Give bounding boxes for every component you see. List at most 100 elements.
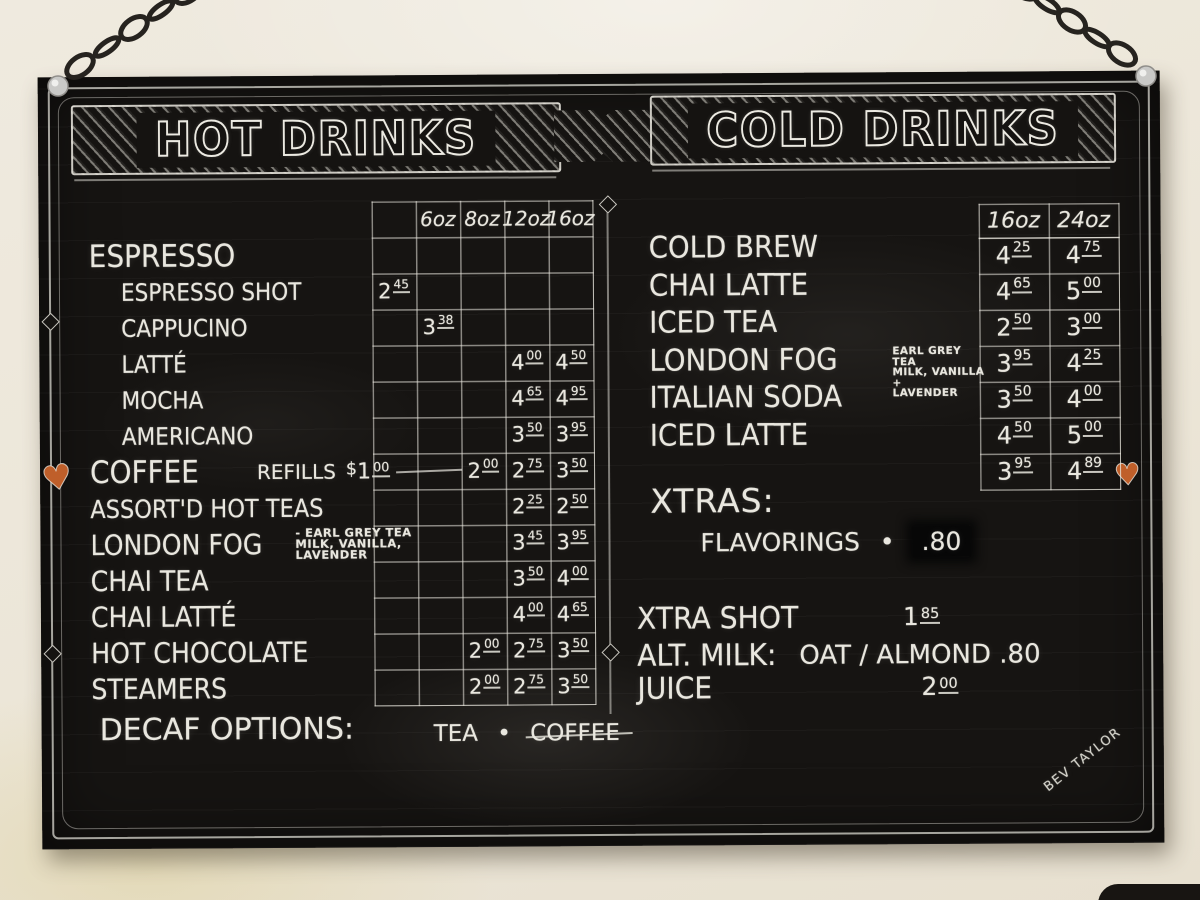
price-cell: 2 75 (513, 672, 546, 699)
menu-item: HOT CHOCOLATE (91, 634, 333, 671)
menu-item: LONDON FOG (649, 341, 854, 379)
xtras-title: XTRAS: (650, 480, 775, 521)
menu-item: ESPRESSO (89, 238, 252, 275)
extra-row: XTRA SHOT (637, 601, 809, 637)
diamond-ornament-icon (598, 195, 618, 214)
price-cell: 3 50 (555, 456, 588, 483)
cold-size-header: 24oz (1056, 207, 1111, 233)
flavorings-row: FLAVORINGS • .80 (700, 525, 971, 558)
menu-item-label: LONDON FOG (90, 527, 263, 562)
price-cell: 4 00 (512, 600, 545, 627)
menu-item: CHAI LATTÉ (91, 598, 253, 635)
diamond-ornament-icon (41, 312, 60, 332)
flavorings-separator: • (879, 527, 895, 557)
price-cell: 4 25 (1066, 347, 1103, 378)
price-cell: 3 95 (996, 347, 1033, 378)
decaf-separator: • (497, 720, 511, 747)
hot-drinks-title: HOT DRINKS (136, 109, 496, 168)
london-fog-note: EARL GREY TEA MILK, VANILLA + LAVENDER (892, 345, 988, 400)
refills-note: REFILLS $1 00 (257, 458, 463, 484)
extra-row: JUICE (637, 671, 717, 706)
menu-item: STEAMERS (91, 670, 242, 707)
note-label: REFILLS (256, 459, 336, 485)
cold-drinks-title: COLD DRINKS (687, 100, 1079, 159)
flavorings-label: FLAVORINGS (700, 527, 861, 558)
price-cell: 3 95 (996, 455, 1034, 486)
price-cell: 2 75 (512, 636, 545, 663)
extra-label: ALT. MILK: (637, 637, 777, 674)
menu-item-label: ICED TEA (649, 304, 778, 341)
price-cell: 3 95 (555, 420, 588, 447)
price-cell: 4 65 (556, 600, 589, 627)
price-cell: 4 89 (1066, 455, 1104, 486)
menu-item: AMERICANO (122, 418, 268, 455)
alt-milk-options: OAT / ALMOND (799, 639, 992, 671)
menu-item: CHAI TEA (91, 562, 222, 599)
chain-right (1007, 0, 1139, 68)
hot-size-header: 12oz (502, 206, 551, 231)
menu-item-label: LATTÉ (121, 350, 187, 379)
alt-milk-price: .80 (999, 638, 1041, 670)
menu-item-label: ESPRESSO (88, 238, 236, 276)
hot-size-header: 16oz (546, 206, 595, 231)
menu-item-label: CHAI TEA (90, 563, 209, 598)
decaf-options-label: DECAF OPTIONS: (99, 711, 355, 749)
menu-item-label: ASSORT'D HOT TEAS (90, 493, 324, 524)
menu-item-label: STEAMERS (91, 671, 228, 706)
cold-size-header: 16oz (986, 207, 1041, 234)
cold-drinks-banner: COLD DRINKS (649, 92, 1117, 166)
extra-label: XTRA SHOT (636, 600, 799, 637)
price-cell: 3 95 (556, 528, 589, 555)
price-cell: 4 65 (995, 275, 1032, 306)
price-cell: 2 75 (511, 456, 544, 483)
menu-item: MOCHA (122, 382, 213, 419)
price-cell: 3 50 (557, 672, 590, 699)
price-cell: 4 25 (995, 239, 1032, 270)
banner-connector (554, 110, 652, 163)
menu-item-label: ICED LATTE (649, 417, 809, 454)
menu-item: ASSORT'D HOT TEAS (90, 490, 349, 528)
menu-item: CHAI LATTE (649, 266, 822, 304)
person-head-silhouette (1098, 884, 1200, 900)
decaf-option-tea: TEA (433, 720, 479, 748)
price-cell: 2 50 (996, 311, 1033, 342)
menu-item: LATTÉ (121, 346, 194, 382)
menu-item-label: LONDON FOG (649, 342, 838, 379)
hot-size-header: 8oz (464, 206, 500, 231)
menu-item: ESPRESSO SHOT (121, 274, 322, 311)
banner-underline-right (652, 166, 1111, 172)
flavorings-price: .80 (912, 525, 971, 558)
menu-item: CAPPUCINO (121, 310, 262, 347)
extra-price: 2 00 (921, 671, 959, 702)
price-cell: 4 65 (511, 384, 544, 411)
hot-drinks-banner: HOT DRINKS (70, 102, 562, 176)
menu-item-label: ESPRESSO SHOT (120, 277, 302, 307)
note-line: MILK, VANILLA + (892, 365, 985, 389)
price-cell: 4 75 (1065, 239, 1102, 270)
diamond-ornament-icon (43, 644, 62, 664)
price-cell: 3 50 (512, 564, 545, 591)
banner-underline-left (74, 176, 557, 182)
menu-item-label: HOT CHOCOLATE (91, 635, 309, 670)
chalkboard-menu: HOT DRINKS COLD DRINKS ♥ ♥ 6oz 8oz 12oz 16o… (37, 70, 1165, 850)
price-cell: 4 95 (555, 384, 588, 411)
london-fog-note: - EARL GREY TEA MILK, VANILLA, LAVENDER (295, 525, 412, 562)
hot-size-header: 6oz (419, 206, 456, 232)
diamond-ornament-icon (601, 643, 620, 662)
chain-left (64, 0, 204, 80)
price-cell: 4 50 (555, 348, 588, 375)
note-line: LAVENDER (892, 386, 959, 400)
decaf-option-coffee: COFFEE (530, 719, 620, 747)
price-cell: 4 50 (996, 419, 1033, 450)
price-cell: 2 00 (467, 456, 500, 483)
menu-item: ICED LATTE (650, 416, 822, 454)
price-cell: 3 50 (511, 420, 544, 447)
price-cell: 5 00 (1065, 275, 1102, 306)
price-cell: 3 45 (512, 528, 545, 555)
menu-item: COLD BREW (649, 229, 833, 267)
price-cell: 3 50 (996, 383, 1033, 414)
price-cell: 4 00 (556, 564, 589, 591)
price-cell: 2 50 (556, 492, 589, 519)
heart-ornament-icon: ♥ (38, 455, 76, 501)
